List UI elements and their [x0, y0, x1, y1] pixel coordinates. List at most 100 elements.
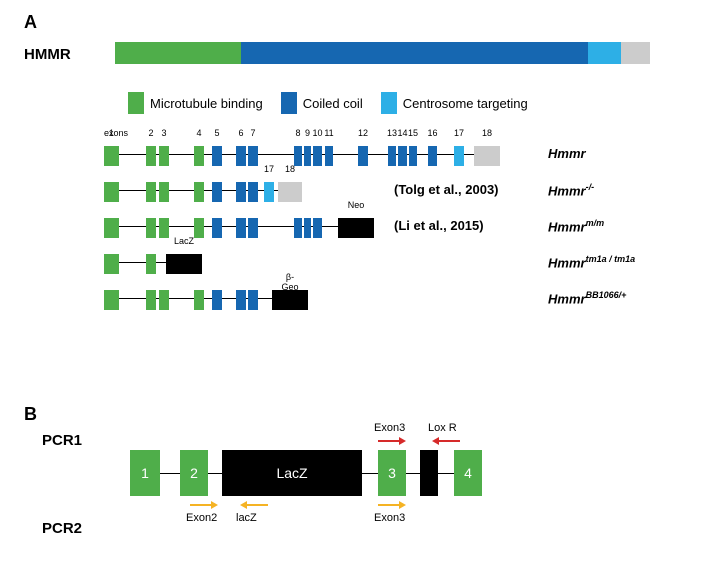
- exon-block: [248, 290, 258, 310]
- primer-arrow: [190, 504, 212, 506]
- legend-text: Coiled coil: [303, 96, 363, 111]
- pcr-block: LacZ: [222, 450, 362, 496]
- exon-number: 3: [161, 128, 166, 138]
- exon-block: [313, 218, 322, 238]
- exon-block: [159, 146, 169, 166]
- exon-row: 1718: [104, 176, 302, 204]
- legend-text: Centrosome targeting: [403, 96, 528, 111]
- exon-number: 1: [109, 128, 114, 138]
- primer-arrow: [246, 504, 268, 506]
- exon-block: [146, 146, 156, 166]
- exon-block: [104, 290, 119, 310]
- exon-block: [454, 146, 464, 166]
- pcr-block: 4: [454, 450, 482, 496]
- legend-swatch: [381, 92, 397, 114]
- exon-block: [212, 218, 222, 238]
- pcr-block: 3: [378, 450, 406, 496]
- primer-label-bottom: Exon3: [374, 512, 405, 524]
- exon-block: [388, 146, 396, 166]
- exon-number: 2: [148, 128, 153, 138]
- exons-word: exons: [104, 128, 128, 138]
- exon-number: 15: [408, 128, 418, 138]
- extra-block: [272, 290, 308, 310]
- pcr-track: 12 LacZ 3 4: [130, 450, 500, 496]
- pcr-block: [420, 450, 438, 496]
- exon-row: 123456789101112131415161718: [104, 140, 500, 168]
- exon-block: [294, 218, 302, 238]
- primer-label-bottom: lacZ: [236, 512, 257, 524]
- exon-block: [236, 290, 246, 310]
- extra-block: [264, 182, 274, 202]
- exon-block: [212, 290, 222, 310]
- pcr-block: 1: [130, 450, 160, 496]
- exon-block: [474, 146, 500, 166]
- exon-block: [294, 146, 302, 166]
- exon-block: [212, 182, 222, 202]
- exon-block: [146, 290, 156, 310]
- allele-name: HmmrBB1066/+: [548, 290, 626, 306]
- primer-label-bottom: Exon2: [186, 512, 217, 524]
- exon-block: [236, 146, 246, 166]
- exon-block: [104, 254, 119, 274]
- exon-number: 10: [312, 128, 322, 138]
- protein-segment: [241, 42, 589, 64]
- exon-block: [146, 218, 156, 238]
- exon-number: 6: [238, 128, 243, 138]
- legend-text: Microtubule binding: [150, 96, 263, 111]
- panel-a-label: A: [24, 12, 37, 33]
- exon-block: [104, 182, 119, 202]
- exon-block: [398, 146, 407, 166]
- exon-number: 18: [482, 128, 492, 138]
- allele-name: Hmmrtm1a / tm1a: [548, 254, 635, 270]
- legend-swatch: [281, 92, 297, 114]
- legend: Microtubule binding Coiled coil Centrosome…: [128, 92, 528, 114]
- exon-number: 12: [358, 128, 368, 138]
- exon-number: 7: [250, 128, 255, 138]
- exon-block: [236, 182, 246, 202]
- protein-segment: [115, 42, 241, 64]
- exon-number: 17: [454, 128, 464, 138]
- exon-block: [146, 182, 156, 202]
- extra-block: [278, 182, 302, 202]
- exon-row: β-Geo: [104, 284, 308, 312]
- exon-number: 8: [295, 128, 300, 138]
- exon-block: [325, 146, 333, 166]
- exon-block: [358, 146, 368, 166]
- exon-block: [194, 182, 204, 202]
- legend-item: Coiled coil: [281, 92, 363, 114]
- exon-block: [194, 146, 204, 166]
- exon-block: [428, 146, 437, 166]
- pcr-block: 2: [180, 450, 208, 496]
- exon-block: [248, 146, 258, 166]
- exon-number: 9: [305, 128, 310, 138]
- exon-row: Neo: [104, 212, 374, 240]
- allele-name: Hmmrm/m: [548, 218, 604, 234]
- extra-block: [166, 254, 202, 274]
- exon-block: [409, 146, 417, 166]
- extra-label: 18: [285, 164, 295, 174]
- exon-block: [304, 218, 311, 238]
- reference-text: (Li et al., 2015): [394, 218, 484, 233]
- exon-row: LacZ: [104, 248, 202, 276]
- protein-segment: [621, 42, 650, 64]
- extra-label: β-Geo: [281, 272, 299, 292]
- legend-swatch: [128, 92, 144, 114]
- exon-block: [248, 182, 258, 202]
- legend-item: Centrosome targeting: [381, 92, 528, 114]
- exon-block: [159, 182, 169, 202]
- exon-block: [212, 146, 222, 166]
- exon-block: [236, 218, 246, 238]
- exon-number: 16: [427, 128, 437, 138]
- legend-item: Microtubule binding: [128, 92, 263, 114]
- exon-block: [248, 218, 258, 238]
- extra-label: 17: [264, 164, 274, 174]
- panel-b-label: B: [24, 404, 37, 425]
- exon-block: [146, 254, 156, 274]
- exon-block: [194, 218, 204, 238]
- exon-block: [194, 290, 204, 310]
- exon-number: 5: [214, 128, 219, 138]
- protein-segment: [588, 42, 620, 64]
- pcr2-label: PCR2: [42, 520, 82, 537]
- hmmr-label: HMMR: [24, 46, 71, 63]
- primer-arrow: [378, 504, 400, 506]
